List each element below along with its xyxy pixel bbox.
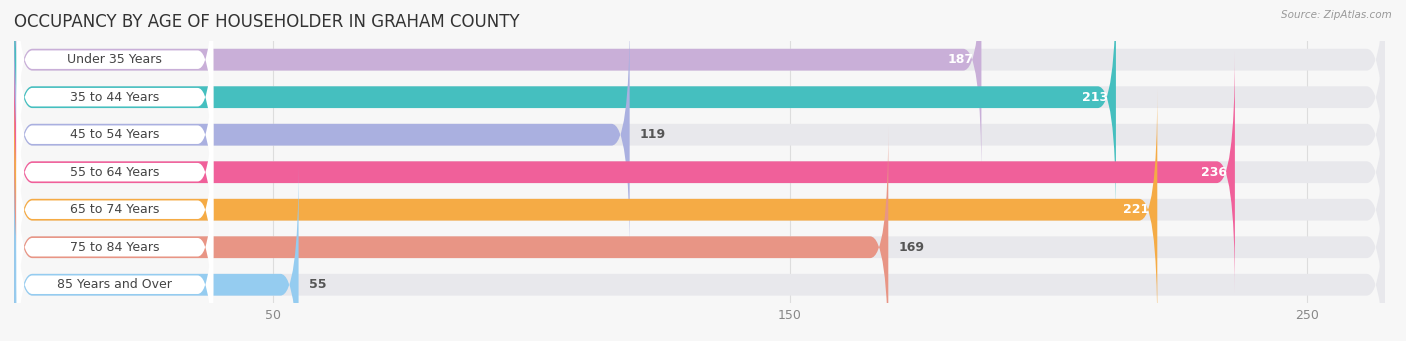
Text: 187: 187 [948, 53, 973, 66]
FancyBboxPatch shape [14, 0, 981, 180]
FancyBboxPatch shape [14, 0, 1385, 180]
FancyBboxPatch shape [14, 52, 1234, 293]
Text: Under 35 Years: Under 35 Years [67, 53, 162, 66]
FancyBboxPatch shape [17, 106, 214, 313]
Text: 45 to 54 Years: 45 to 54 Years [70, 128, 160, 141]
FancyBboxPatch shape [17, 181, 214, 341]
FancyBboxPatch shape [14, 89, 1157, 330]
Text: 119: 119 [640, 128, 666, 141]
FancyBboxPatch shape [14, 127, 1385, 341]
Text: 85 Years and Over: 85 Years and Over [58, 278, 173, 291]
Text: OCCUPANCY BY AGE OF HOUSEHOLDER IN GRAHAM COUNTY: OCCUPANCY BY AGE OF HOUSEHOLDER IN GRAHA… [14, 13, 520, 31]
FancyBboxPatch shape [14, 0, 1385, 218]
FancyBboxPatch shape [14, 164, 1385, 341]
FancyBboxPatch shape [14, 14, 1385, 255]
FancyBboxPatch shape [14, 14, 630, 255]
FancyBboxPatch shape [17, 144, 214, 341]
FancyBboxPatch shape [17, 69, 214, 276]
FancyBboxPatch shape [14, 52, 1385, 293]
FancyBboxPatch shape [17, 0, 214, 201]
FancyBboxPatch shape [14, 89, 1385, 330]
Text: 213: 213 [1083, 91, 1108, 104]
Text: 236: 236 [1201, 166, 1227, 179]
FancyBboxPatch shape [14, 0, 1116, 218]
FancyBboxPatch shape [17, 31, 214, 238]
FancyBboxPatch shape [14, 127, 889, 341]
Text: 35 to 44 Years: 35 to 44 Years [70, 91, 159, 104]
Text: 169: 169 [898, 241, 925, 254]
FancyBboxPatch shape [14, 164, 298, 341]
Text: 75 to 84 Years: 75 to 84 Years [70, 241, 160, 254]
Text: 65 to 74 Years: 65 to 74 Years [70, 203, 160, 216]
Text: 221: 221 [1123, 203, 1150, 216]
Text: 55 to 64 Years: 55 to 64 Years [70, 166, 160, 179]
Text: 55: 55 [309, 278, 326, 291]
Text: Source: ZipAtlas.com: Source: ZipAtlas.com [1281, 10, 1392, 20]
FancyBboxPatch shape [17, 0, 214, 163]
